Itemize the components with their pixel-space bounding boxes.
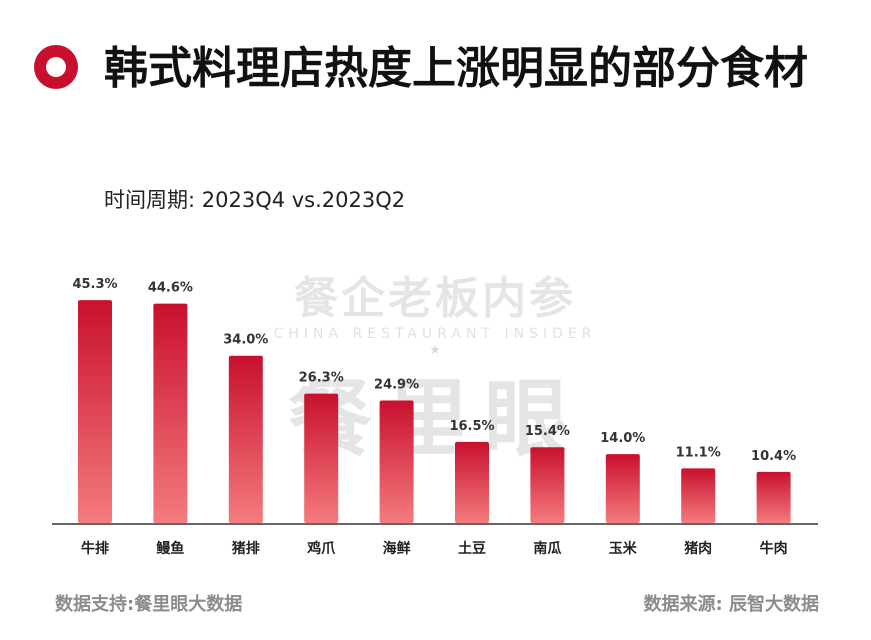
category-label-7: 南瓜 — [533, 540, 561, 557]
category-label-9: 猪肉 — [683, 540, 712, 557]
watermark-star-icon: ★ — [429, 343, 441, 358]
bar-1 — [78, 300, 112, 523]
bar-6 — [455, 441, 489, 523]
value-label-6: 16.5% — [449, 419, 494, 434]
value-label-1: 45.3% — [72, 277, 117, 292]
bar-9 — [681, 468, 716, 523]
value-label-9: 11.1% — [676, 445, 721, 460]
bar-5 — [379, 400, 414, 523]
category-label-3: 猪排 — [231, 540, 260, 557]
value-label-5: 24.9% — [374, 377, 419, 392]
value-label-8: 14.0% — [600, 431, 645, 446]
category-label-6: 土豆 — [458, 540, 486, 557]
value-label-2: 44.6% — [148, 281, 193, 296]
value-label-7: 15.4% — [525, 424, 570, 439]
category-label-1: 牛排 — [81, 540, 109, 557]
title-circle-icon — [34, 45, 78, 89]
value-label-3: 34.0% — [223, 333, 268, 348]
bar-8 — [605, 454, 640, 523]
bar-7 — [530, 447, 565, 523]
chart-subtitle: 时间周期: 2023Q4 vs.2023Q2 — [104, 188, 406, 212]
data-support-note: 数据支持:餐里眼大数据 — [55, 594, 243, 615]
data-source-note: 数据来源: 辰智大数据 — [643, 594, 819, 615]
chart-title: 韩式料理店热度上涨明显的部分食材 — [104, 43, 808, 94]
category-label-8: 玉米 — [609, 540, 638, 557]
category-label-2: 鳗鱼 — [156, 540, 184, 557]
bar-2 — [153, 303, 188, 523]
bar-10 — [756, 471, 791, 523]
watermark-brand: 餐企老板内参 — [294, 273, 576, 324]
value-label-4: 26.3% — [299, 371, 344, 386]
bar-4 — [304, 393, 339, 523]
watermark-brand-en: CHINA RESTAURANT INSIDER — [273, 326, 597, 342]
bar-3 — [228, 355, 263, 523]
value-label-10: 10.4% — [751, 449, 796, 464]
category-label-10: 牛肉 — [760, 540, 788, 557]
category-label-5: 海鲜 — [383, 540, 411, 557]
category-label-4: 鸡爪 — [306, 540, 336, 557]
